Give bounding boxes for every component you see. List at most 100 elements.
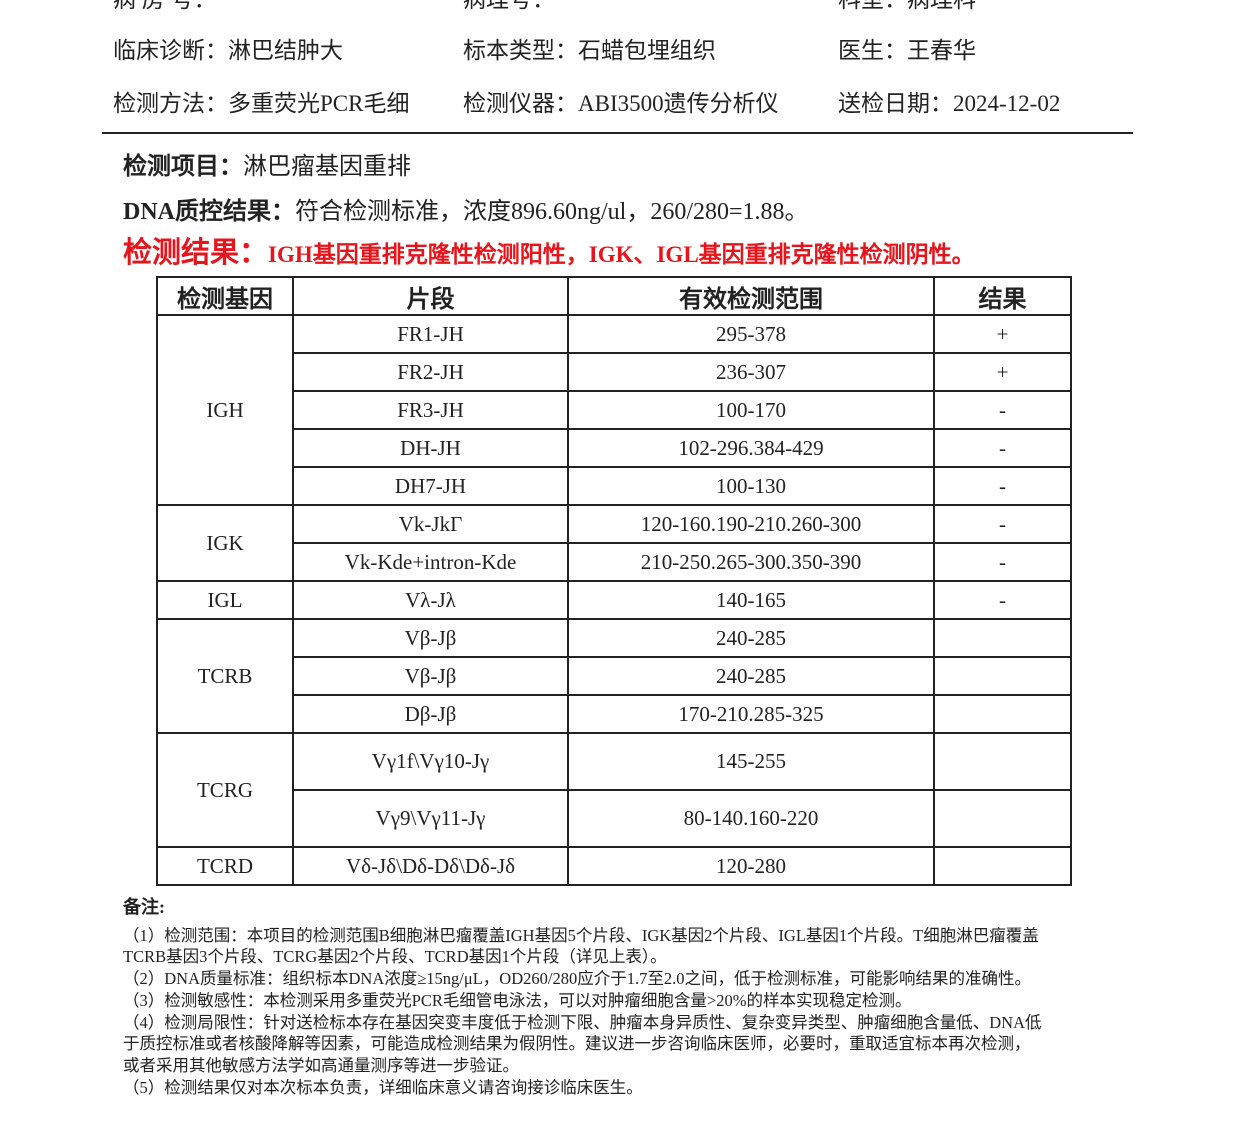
info-field: 检测方法：多重荧光PCR毛细 [113,84,409,118]
result-value: IGH基因重排克隆性检测阳性，IGK、IGL基因重排克隆性检测阴性。 [268,242,975,267]
col-header-fragment: 片段 [292,276,569,316]
fragment-cell: DH-JH [292,428,569,468]
table-row: DH-JH 102-296.384-429- [157,428,1072,468]
table-row: IGK Vk-JkΓ 120-160.190-210.260-300- [156,504,1072,582]
gene-cell: IGL [156,580,294,620]
range-cell: 80-140.160-220 [567,789,935,848]
info-field: 标本类型：石蜡包埋组织 [463,31,716,65]
result-cell: - [933,504,1072,544]
info-value: 淋巴结肿大 [228,38,343,63]
info-label: 病理号： [463,0,555,12]
col-header-result: 结果 [933,276,1072,316]
range-cell: 120-280 [567,846,935,886]
info-label: 病 房 号： [113,0,217,12]
note-line: TCRB基因3个片段、TCRG基因2个片段、TCRD基因1个片段（详见上表）。 [123,947,667,967]
test-result: 检测结果：IGH基因重排克隆性检测阳性，IGK、IGL基因重排克隆性检测阴性。 [123,229,975,271]
info-value: 石蜡包埋组织 [578,38,716,63]
range-cell: 140-165 [567,580,935,620]
range-cell: 295-378 [567,314,935,354]
fragment-cell: Vk-JkΓ [292,504,569,544]
gene-cell: TCRG [156,732,294,848]
col-header-gene: 检测基因 [156,276,294,316]
info-field: 检测仪器：ABI3500遗传分析仪 [463,84,779,118]
info-label: 送检日期： [838,91,953,116]
table-row: FR3-JH 100-170- [157,390,1072,430]
info-value: 病理科 [907,0,976,12]
result-cell [933,732,1072,791]
note-line: 于质控标准或者核酸降解等因素，可能造成检测结果为假阴性。建议进一步咨询临床医师，… [123,1034,1031,1054]
fragment-cell: Vβ-Jβ [292,656,569,696]
info-field: 科室：病理科 [838,0,976,14]
info-label: 科室： [838,0,907,12]
info-value: 多重荧光PCR毛细 [228,91,410,116]
gene-cell: IGH [156,314,294,506]
fragment-cell: Vλ-Jλ [292,580,569,620]
table-row: IGL Vλ-Jλ 140-165- [156,580,1072,620]
table-row: IGH FR1-JH 295-378 + [156,314,1072,506]
project-value: 淋巴瘤基因重排 [243,154,411,180]
range-cell: 100-130 [567,466,935,506]
result-cell: - [933,390,1072,430]
info-field: 送检日期：2024-12-02 [838,84,1060,118]
result-cell [933,694,1072,734]
divider [102,132,1133,134]
test-project: 检测项目：淋巴瘤基因重排 [123,146,411,181]
info-label: 医生： [838,38,907,63]
table-row: TCRD Vδ-Jδ\Dδ-Dδ\Dδ-Jδ 120-280 [156,846,1072,886]
fragment-cell: Dβ-Jβ [292,694,569,734]
range-cell: 240-285 [567,618,935,658]
fragment-cell: FR2-JH [292,352,569,392]
info-field: 临床诊断：淋巴结肿大 [113,31,343,65]
fragment-cell: Vγ9\Vγ11-Jγ [292,789,569,848]
gene-cell: TCRD [156,846,294,886]
result-cell [933,846,1072,886]
project-label: 检测项目： [123,154,243,180]
fragment-cell: FR1-JH [292,314,569,354]
note-line: 或者采用其他敏感方法学如高通量测序等进一步验证。 [123,1055,519,1075]
info-value: ABI3500遗传分析仪 [578,91,779,116]
gene-cell: TCRB [156,618,294,734]
result-cell: - [933,428,1072,468]
dna-qc: DNA质控结果：符合检测标准，浓度896.60ng/ul，260/280=1.8… [123,191,809,226]
range-cell: 210-250.265-300.350-390 [567,542,935,582]
fragment-cell: Vβ-Jβ [292,618,569,658]
info-label: 标本类型： [463,38,578,63]
notes-title: 备注: [123,897,165,917]
fragment-cell: Vδ-Jδ\Dδ-Dδ\Dδ-Jδ [292,846,569,886]
result-label: 检测结果： [123,237,269,269]
range-cell: 170-210.285-325 [567,694,935,734]
fragment-cell: Vk-Kde+intron-Kde [292,542,569,582]
note-line: （3）检测敏感性：本检测采用多重荧光PCR毛细管电泳法，可以对肿瘤细胞含量>20… [123,990,912,1010]
info-field: 医生：王春华 [838,31,976,65]
table-row: Dβ-Jβ 170-210.285-325 [157,694,1072,734]
col-header-range: 有效检测范围 [567,276,935,316]
note-line: （2）DNA质量标准：组织标本DNA浓度≥15ng/μL，OD260/280应介… [123,969,1031,989]
table-row: DH7-JH 100-130- [157,466,1072,506]
qc-value: 符合检测标准，浓度896.60ng/ul，260/280=1.88。 [295,199,809,225]
result-cell: + [933,314,1072,354]
qc-label: DNA质控结果： [123,199,295,225]
notes: 备注: （1）检测范围：本项目的检测范围B细胞淋巴瘤覆盖IGH基因5个片段、IG… [123,897,1183,1098]
range-cell: 236-307 [567,352,935,392]
range-cell: 100-170 [567,390,935,430]
info-value: 王春华 [907,38,976,63]
result-cell: - [933,580,1072,620]
result-cell [933,656,1072,696]
result-cell: - [933,542,1072,582]
info-label: 临床诊断： [113,38,228,63]
result-cell: - [933,466,1072,506]
result-cell [933,618,1072,658]
note-line: （1）检测范围：本项目的检测范围B细胞淋巴瘤覆盖IGH基因5个片段、IGK基因2… [123,925,1039,945]
range-cell: 145-255 [567,732,935,791]
fragment-cell: FR3-JH [292,390,569,430]
table-row: FR2-JH 236-307 + [157,352,1072,392]
fragment-cell: Vγ1f\Vγ10-Jγ [292,732,569,791]
result-cell: + [933,352,1072,392]
note-line: （4）检测局限性：针对送检标本存在基因突变丰度低于检测下限、肿瘤本身异质性、复杂… [123,1012,1042,1032]
info-field: 病 房 号： [113,0,217,14]
note-line: （5）检测结果仅对本次标本负责，详细临床意义请咨询接诊临床医生。 [123,1077,643,1097]
table-row: TCRG Vγ1f\Vγ10-Jγ 145-255 [156,732,1072,848]
range-cell: 102-296.384-429 [567,428,935,468]
table-row: TCRB Vβ-Jβ 240-285 [156,618,1072,734]
gene-cell: IGK [156,504,294,582]
